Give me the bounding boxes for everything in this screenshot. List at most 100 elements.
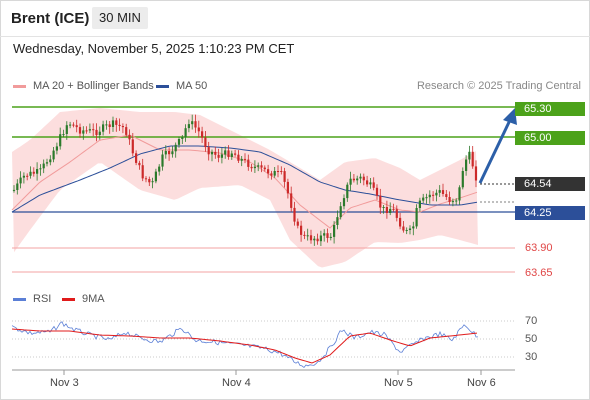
candle-body bbox=[415, 208, 418, 227]
candle-body bbox=[230, 153, 233, 157]
candle-body bbox=[309, 235, 313, 241]
candle-body bbox=[458, 187, 461, 201]
candle-body bbox=[59, 134, 62, 147]
level-tag-r2: 65.30 bbox=[515, 102, 585, 116]
chart-datetime: Wednesday, November 5, 2025 1:10:23 PM C… bbox=[13, 41, 295, 56]
level-tag-pivot: 64.25 bbox=[515, 206, 585, 220]
legend-9ma-label: 9MA bbox=[82, 293, 105, 305]
candle-body bbox=[316, 238, 319, 242]
candle-body bbox=[16, 183, 19, 190]
candle-body bbox=[168, 151, 171, 155]
candle-body bbox=[184, 128, 187, 138]
candle-body bbox=[108, 124, 111, 127]
ma50-swatch bbox=[156, 84, 169, 88]
rsi-9ma-line bbox=[11, 328, 478, 364]
candle-body bbox=[243, 158, 247, 160]
candle-body bbox=[352, 178, 355, 181]
candle-body bbox=[290, 193, 293, 208]
rsi-tick-70: 70 bbox=[525, 315, 538, 327]
date-label-nov5: Nov 5 bbox=[384, 377, 413, 389]
candle-body bbox=[293, 207, 296, 222]
candle-body bbox=[69, 124, 72, 126]
legend-9ma: 9MA bbox=[62, 293, 105, 305]
candle-body bbox=[445, 194, 448, 197]
date-label-nov3: Nov 3 bbox=[50, 377, 79, 389]
candle-body bbox=[62, 134, 65, 136]
candle-body bbox=[29, 171, 32, 176]
candle-body bbox=[356, 178, 359, 181]
candle-body bbox=[247, 159, 250, 167]
candle-body bbox=[98, 131, 101, 135]
candle-body bbox=[408, 228, 412, 230]
candle-body bbox=[55, 146, 58, 151]
candle-body bbox=[85, 130, 88, 132]
candle-body bbox=[237, 154, 240, 161]
candle-body bbox=[42, 163, 45, 169]
candle-body bbox=[194, 121, 197, 128]
rsi-tick-50: 50 bbox=[525, 333, 538, 345]
candle-body bbox=[227, 150, 230, 157]
forecast-arrow-line bbox=[478, 117, 513, 184]
candle-body bbox=[88, 129, 91, 131]
ma20-line bbox=[11, 134, 478, 229]
legend-ma50-label: MA 50 bbox=[176, 80, 208, 92]
candle-body bbox=[329, 236, 332, 238]
candle-body bbox=[131, 139, 134, 154]
rsi-swatch bbox=[13, 297, 26, 301]
candle-body bbox=[210, 151, 214, 155]
candle-body bbox=[435, 192, 438, 196]
candle-body bbox=[306, 235, 309, 237]
candle-body bbox=[82, 130, 85, 134]
legend-rsi-label: RSI bbox=[33, 293, 52, 305]
candle-body bbox=[428, 194, 431, 198]
candle-body bbox=[207, 147, 210, 155]
candle-body bbox=[191, 121, 194, 125]
ma50-line bbox=[11, 145, 478, 213]
candle-body bbox=[405, 230, 408, 231]
candle-body bbox=[250, 166, 253, 169]
candle-body bbox=[382, 207, 385, 208]
candle-body bbox=[283, 171, 286, 182]
candle-body bbox=[286, 181, 289, 194]
legend-ma50: MA 50 bbox=[156, 80, 207, 92]
candle-body bbox=[369, 182, 372, 185]
candle-body bbox=[336, 217, 339, 225]
candle-body bbox=[224, 150, 227, 155]
candle-body bbox=[422, 197, 425, 201]
candle-body bbox=[451, 201, 454, 203]
candle-body bbox=[75, 125, 78, 128]
candle-body bbox=[263, 167, 266, 170]
date-label-nov6: Nov 6 bbox=[467, 377, 496, 389]
candle-body bbox=[92, 129, 95, 131]
candle-body bbox=[392, 208, 395, 210]
candle-body bbox=[333, 225, 336, 237]
candle-body bbox=[49, 159, 52, 163]
legend-ma20-label: MA 20 + Bollinger Bands bbox=[33, 80, 154, 92]
interval-badge[interactable]: 30 MIN bbox=[92, 7, 148, 29]
candle-body bbox=[372, 182, 375, 188]
candle-body bbox=[342, 198, 346, 207]
candle-body bbox=[220, 154, 223, 158]
rsi-tick-30: 30 bbox=[525, 351, 538, 363]
candle-body bbox=[125, 127, 128, 135]
candle-body bbox=[273, 171, 276, 176]
candle-body bbox=[36, 169, 39, 174]
candle-body bbox=[187, 124, 190, 129]
candle-body bbox=[154, 171, 157, 182]
candle-body bbox=[418, 200, 421, 208]
candle-body bbox=[102, 124, 105, 132]
candle-body bbox=[303, 234, 306, 236]
candle-body bbox=[257, 165, 260, 167]
candle-body bbox=[260, 165, 263, 168]
candle-body bbox=[240, 158, 243, 161]
rsi-line bbox=[11, 321, 479, 369]
candle-body bbox=[177, 139, 181, 145]
candle-body bbox=[339, 206, 342, 218]
candle-body bbox=[128, 134, 131, 140]
candle-body bbox=[164, 151, 167, 155]
candle-body bbox=[26, 175, 29, 177]
candle-body bbox=[161, 154, 164, 167]
candle-body bbox=[300, 225, 303, 235]
candle-body bbox=[39, 168, 42, 170]
